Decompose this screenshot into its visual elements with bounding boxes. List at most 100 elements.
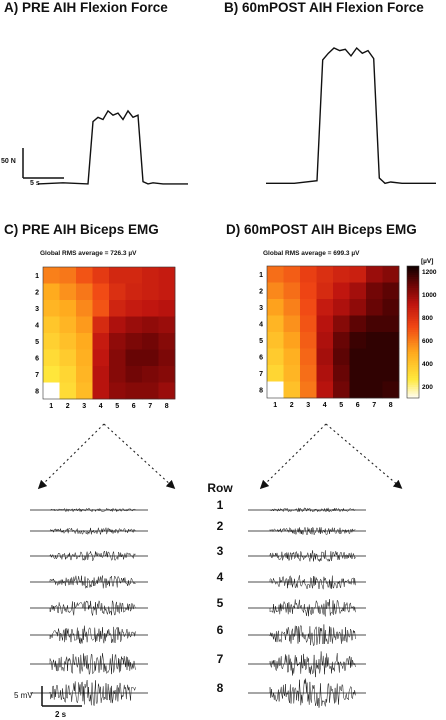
heatmap-cell bbox=[109, 382, 126, 400]
force-trace-a bbox=[37, 109, 188, 185]
heatmap-col-tick: 3 bbox=[82, 403, 86, 410]
heatmap-cell bbox=[267, 282, 284, 300]
heatmap-cell bbox=[349, 332, 367, 349]
colorbar-segment bbox=[407, 303, 419, 306]
row-label: 3 bbox=[216, 544, 224, 558]
heatmap-cell bbox=[158, 316, 176, 334]
heatmap-cell bbox=[316, 332, 334, 349]
heatmap-col-tick: 3 bbox=[306, 402, 310, 409]
heatmap-row-tick: 5 bbox=[35, 339, 39, 346]
colorbar-segment bbox=[407, 356, 419, 359]
heatmap-col-tick: 8 bbox=[389, 402, 393, 409]
colorbar-segment bbox=[407, 314, 419, 317]
heatmap-cell bbox=[300, 348, 317, 366]
heatmap-cell bbox=[382, 348, 400, 366]
heatmap-cell bbox=[382, 381, 400, 399]
heatmap-cell bbox=[142, 349, 159, 367]
heatmap-cell bbox=[158, 283, 176, 301]
heatmap-cell bbox=[283, 299, 301, 316]
force-trace-b bbox=[266, 46, 436, 185]
heatmap-cell bbox=[59, 267, 77, 284]
heatmap-cell bbox=[300, 266, 317, 283]
heatmap-cell bbox=[158, 382, 176, 400]
emg-voltage-label: 5 mV bbox=[14, 691, 33, 700]
heatmap-cell bbox=[142, 366, 159, 383]
heatmap-frame bbox=[266, 265, 400, 399]
colorbar-segment bbox=[407, 349, 419, 353]
heatmap-cell bbox=[349, 299, 367, 316]
heatmap-col-tick: 2 bbox=[66, 403, 70, 410]
heatmap-cell bbox=[349, 315, 367, 333]
time-scale-label: 5 s bbox=[30, 180, 40, 187]
emg-trace bbox=[269, 526, 356, 536]
colorbar-segment bbox=[407, 290, 419, 293]
colorbar-tick: 1000 bbox=[422, 292, 437, 299]
heatmap-row-tick: 1 bbox=[259, 272, 263, 279]
heatmap-cell bbox=[125, 349, 143, 367]
heatmap-cell bbox=[142, 333, 159, 350]
colorbar-segment bbox=[407, 321, 419, 324]
heatmap-cell bbox=[125, 283, 143, 301]
heatmap-cell bbox=[43, 333, 60, 350]
heatmap-cell bbox=[333, 381, 350, 399]
colorbar-segment bbox=[407, 312, 419, 315]
heatmap-frame bbox=[42, 266, 176, 400]
panel-d-title: D) 60mPOST AIH Biceps EMG bbox=[226, 222, 417, 237]
colorbar-segment bbox=[407, 373, 419, 377]
colorbar-segment bbox=[407, 266, 419, 269]
heatmap-cell bbox=[283, 365, 301, 382]
panel-b-title: B) 60mPOST AIH Flexion Force bbox=[224, 0, 424, 15]
heatmap-cell bbox=[283, 315, 301, 333]
heatmap-cell bbox=[125, 333, 143, 350]
colorbar-segment bbox=[407, 268, 419, 271]
heatmap-row-tick: 4 bbox=[35, 322, 39, 329]
heatmap-cell bbox=[92, 349, 110, 367]
heatmap-row-tick: 6 bbox=[259, 354, 263, 361]
heatmap-col-tick: 1 bbox=[49, 403, 53, 410]
heatmap-cell bbox=[59, 349, 77, 367]
heatmap-cell bbox=[300, 332, 317, 349]
colorbar-tick: 800 bbox=[422, 315, 433, 322]
colorbar-segment bbox=[407, 292, 419, 295]
colorbar-segment bbox=[407, 323, 419, 326]
heatmap-cell bbox=[59, 382, 77, 400]
heatmap-row-tick: 6 bbox=[35, 355, 39, 362]
colorbar-segment bbox=[407, 270, 419, 273]
heatmap-row-tick: 4 bbox=[259, 321, 263, 328]
emg-trace bbox=[269, 678, 356, 708]
heatmap-cell bbox=[316, 365, 334, 382]
heatmap-col-tick: 4 bbox=[99, 403, 103, 410]
heatmap-cell bbox=[125, 267, 143, 284]
heatmap-cell bbox=[109, 316, 126, 334]
heatmap-cell bbox=[109, 300, 126, 317]
heatmap-cell bbox=[158, 333, 176, 350]
heatmap-cell bbox=[267, 332, 284, 349]
heatmap-col-tick: 4 bbox=[323, 402, 327, 409]
heatmap-cell bbox=[333, 348, 350, 366]
heatmap-cell bbox=[349, 348, 367, 366]
heatmap-cell bbox=[43, 366, 60, 383]
heatmap-cell bbox=[76, 267, 93, 284]
heatmap-cell bbox=[300, 282, 317, 300]
colorbar-segment bbox=[407, 389, 419, 392]
heatmap-cell bbox=[43, 382, 60, 400]
colorbar-segment bbox=[407, 358, 419, 361]
expansion-arrows bbox=[37, 423, 403, 490]
emg-trace bbox=[49, 507, 136, 513]
heatmap-cell bbox=[76, 300, 93, 317]
heatmap-row-tick: 7 bbox=[259, 371, 263, 378]
colorbar-segment bbox=[407, 391, 419, 394]
heatmap-cell bbox=[59, 316, 77, 334]
heatmap-col-tick: 8 bbox=[165, 403, 169, 410]
row-label: 8 bbox=[216, 681, 224, 695]
colorbar-segment bbox=[407, 283, 419, 287]
row-label: 4 bbox=[216, 570, 224, 584]
heatmap-cell bbox=[366, 299, 383, 316]
colorbar-segment bbox=[407, 347, 419, 350]
heatmap-cell bbox=[283, 381, 301, 399]
heatmap-cell bbox=[76, 382, 93, 400]
heatmap-cell bbox=[349, 381, 367, 399]
colorbar-segment bbox=[407, 351, 419, 355]
heatmap-cell bbox=[333, 365, 350, 382]
heatmap-cell bbox=[316, 299, 334, 316]
